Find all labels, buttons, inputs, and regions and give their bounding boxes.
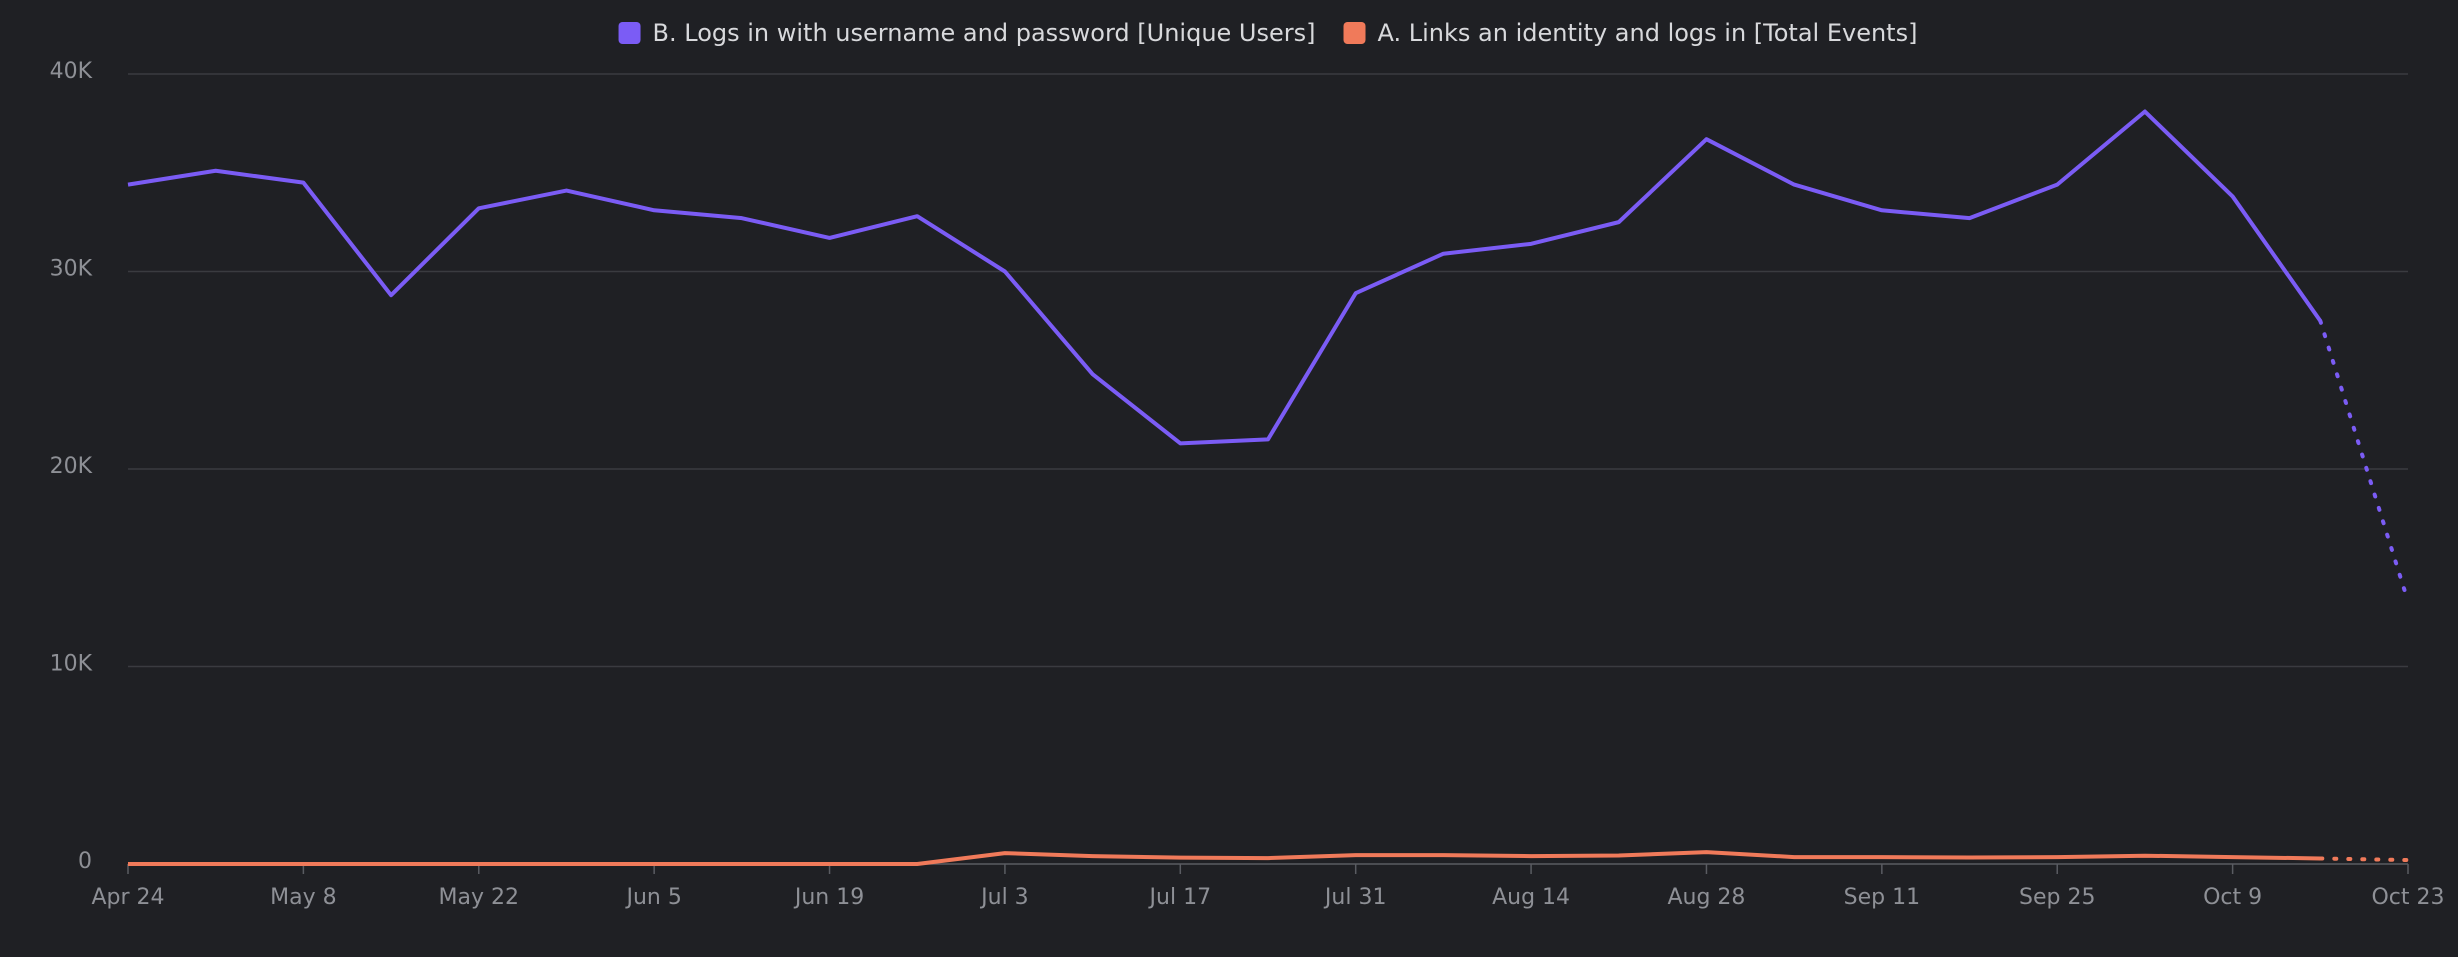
x-tick-label: Oct 9 (2203, 885, 2262, 910)
x-tick-label: May 22 (439, 885, 519, 910)
series-line-incomplete (2318, 318, 2410, 604)
y-tick-label: 20K (50, 454, 93, 479)
x-tick-label: Aug 28 (1667, 885, 1745, 910)
x-tick-label: Jul 31 (1323, 885, 1387, 910)
legend-swatch (618, 22, 641, 44)
y-tick-label: 30K (50, 257, 93, 282)
y-tick-label: 0 (78, 849, 92, 874)
x-tick-label: Aug 14 (1492, 885, 1570, 910)
series-line (128, 850, 2321, 866)
series-line (127, 109, 2322, 446)
y-tick-label: 40K (50, 59, 93, 84)
x-tick-label: Oct 23 (2371, 885, 2444, 910)
x-tick-label: Jun 5 (624, 885, 681, 910)
x-tick-label: Sep 11 (1844, 885, 1920, 910)
x-tick-label: Apr 24 (91, 885, 164, 910)
x-tick-label: Jul 3 (979, 885, 1029, 910)
x-tick-label: May 8 (270, 885, 336, 910)
x-tick-label: Jul 17 (1148, 885, 1212, 910)
legend-swatch (1343, 22, 1366, 44)
x-tick-label: Sep 25 (2019, 885, 2095, 910)
x-tick-label: Jun 19 (793, 885, 864, 910)
y-tick-label: 10K (50, 652, 93, 677)
legend-label: A. Links an identity and logs in [Total … (1378, 19, 1918, 47)
legend-label: B. Logs in with username and password [U… (653, 19, 1316, 47)
series-line-incomplete (2318, 856, 2410, 863)
